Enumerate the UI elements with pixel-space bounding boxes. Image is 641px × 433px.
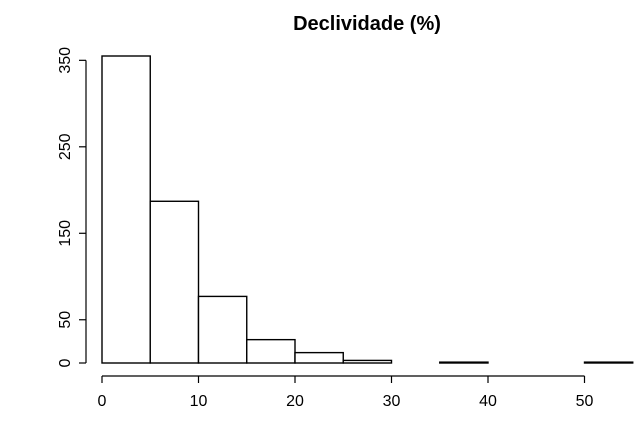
y-axis: 0 50 150 250 350 (57, 47, 87, 367)
x-tick-label-30: 30 (383, 393, 401, 410)
chart-title: Declividade (%) (293, 13, 441, 35)
y-tick-label-150: 150 (57, 220, 74, 247)
histogram-bar-5-10 (149, 200, 200, 364)
histogram-bar-10-15 (197, 295, 248, 364)
x-tick-label-0: 0 (98, 393, 107, 410)
bars-group (101, 55, 634, 364)
histogram-bar-50-55 (583, 361, 634, 364)
x-tick-label-10: 10 (190, 393, 208, 410)
x-tick-label-40: 40 (479, 393, 497, 410)
x-axis: 0 10 20 30 40 50 (98, 375, 594, 410)
x-tick-label-50: 50 (576, 393, 594, 410)
histogram-bar-0-5 (101, 55, 151, 364)
y-tick-label-250: 250 (57, 133, 74, 160)
histogram-bar-15-20 (246, 338, 296, 364)
x-tick-label-20: 20 (286, 393, 304, 410)
histogram-bar-25-30 (342, 359, 393, 364)
y-tick-label-0: 0 (57, 358, 74, 367)
y-tick-label-50: 50 (57, 311, 74, 329)
histogram-bar-35-40 (439, 361, 489, 364)
histogram-bar-20-25 (294, 351, 344, 364)
y-tick-label-350: 350 (57, 47, 74, 74)
